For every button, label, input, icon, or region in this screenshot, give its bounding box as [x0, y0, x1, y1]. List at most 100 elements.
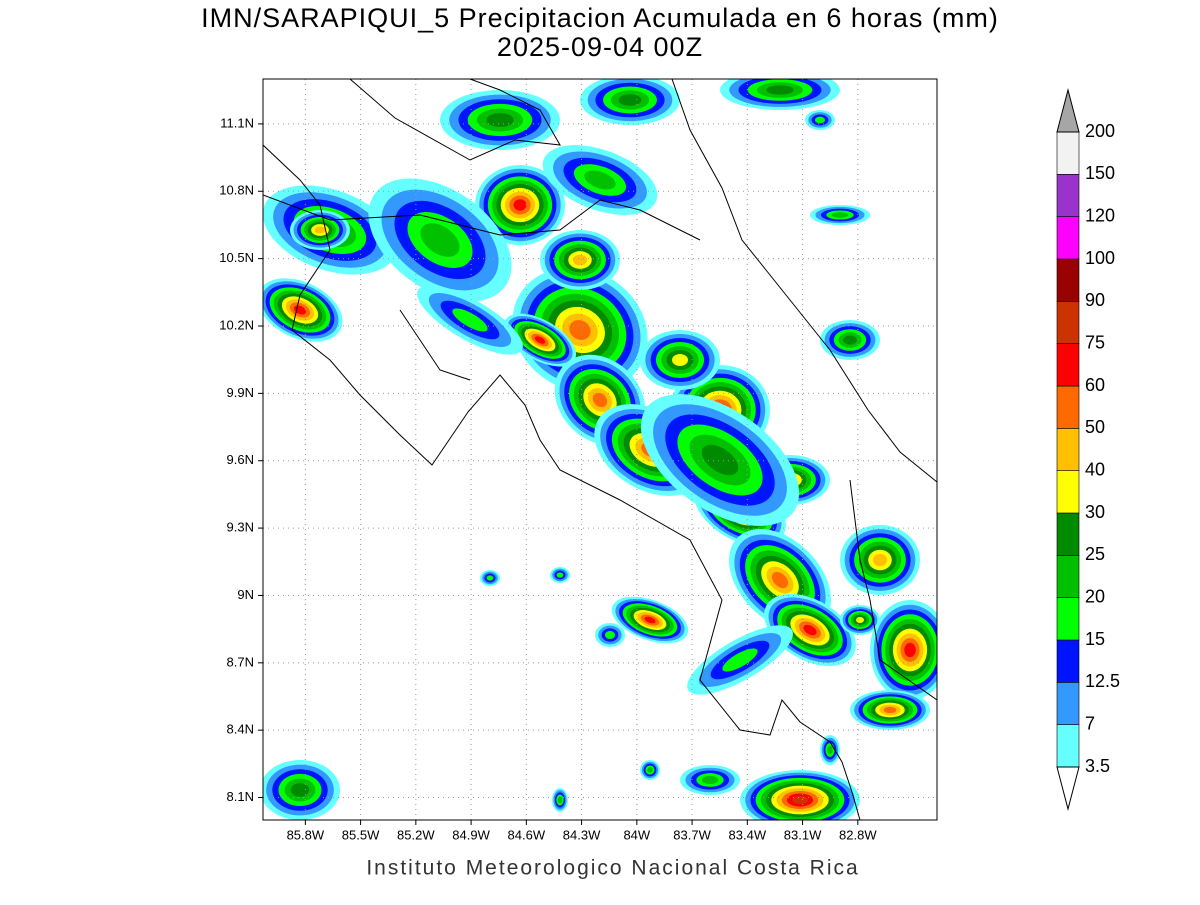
x-tick-label: 85.5W: [342, 827, 380, 842]
rain-cell: [672, 354, 688, 366]
rain-cell: [513, 199, 527, 211]
precip-field: [263, 79, 937, 820]
rain-cell: [314, 226, 326, 234]
colorbar-label: 40: [1085, 459, 1105, 479]
rain-cell: [722, 648, 758, 672]
colorbar-label: 20: [1085, 586, 1105, 606]
rain-cell: [701, 775, 719, 785]
colorbar-swatch: [1056, 258, 1080, 302]
rain-cell: [556, 572, 564, 578]
rain-cell: [584, 170, 616, 190]
colorbar-label: 12.5: [1085, 671, 1120, 691]
rain-cell: [766, 85, 794, 95]
colorbar-swatch: [1056, 131, 1080, 175]
colorbar-label: 90: [1085, 290, 1105, 310]
colorbar-swatch: [1056, 216, 1080, 260]
x-tick-label: 85.8W: [287, 827, 325, 842]
caribbean-coast: [671, 79, 937, 483]
colorbar-swatch: [1056, 512, 1080, 556]
x-tick-label: 83.7W: [673, 827, 711, 842]
rain-cell: [486, 113, 514, 127]
y-tick-label: 8.4N: [227, 722, 254, 737]
rain-cell: [843, 335, 857, 345]
colorbar: 3.5 7 12.5 15 20 25 30 40 50 60 75 90 100 120 150 200: [1056, 88, 1120, 811]
y-tick-label: 10.8N: [219, 183, 254, 198]
lake-nicaragua: [349, 79, 561, 161]
rain-cell: [647, 767, 653, 773]
x-tick-label: 82.8W: [839, 827, 877, 842]
colorbar-swatch: [1056, 724, 1080, 768]
nicoya: [399, 309, 471, 381]
colorbar-swatch: [1056, 174, 1080, 217]
rain-cell: [803, 624, 817, 636]
rain-cell: [827, 745, 833, 755]
colorbar-label: 100: [1085, 248, 1115, 268]
rain-cell: [486, 575, 494, 581]
rain-cell: [569, 320, 591, 340]
colorbar-label: 7: [1085, 713, 1095, 733]
colorbar-swatch: [1056, 470, 1080, 514]
colorbar-swatch: [1056, 639, 1080, 683]
x-tick-label: 84.3W: [563, 827, 601, 842]
border: [263, 194, 701, 241]
colorbar-swatch: [1056, 597, 1080, 641]
colorbar-label: 50: [1085, 417, 1105, 437]
rain-cell: [856, 617, 864, 623]
rain-cell: [771, 571, 789, 589]
border-panama: [849, 479, 937, 701]
colorbar-under: [1056, 766, 1080, 811]
rain-cell: [605, 631, 615, 639]
title: IMN/SARAPIQUI_5 Precipitacion Acumulada …: [201, 3, 999, 33]
colorbar-label: 200: [1085, 121, 1115, 141]
rain-cell: [872, 553, 888, 567]
y-tick-label: 8.1N: [227, 789, 254, 804]
colorbar-swatch: [1056, 343, 1080, 387]
colorbar-label: 3.5: [1085, 756, 1110, 776]
y-tick-label: 10.2N: [219, 317, 254, 332]
x-tick-label: 85.2W: [397, 827, 435, 842]
x-tick-label: 83.4W: [729, 827, 767, 842]
colorbar-over: [1056, 88, 1080, 133]
colorbar-label: 120: [1085, 205, 1115, 225]
rain-cell: [701, 444, 739, 476]
rain-cell: [534, 336, 546, 344]
subtitle: 2025-09-04 00Z: [497, 32, 703, 62]
rain-cell: [618, 94, 642, 106]
rain-cell: [420, 223, 460, 257]
y-tick-label: 9.6N: [227, 452, 254, 467]
colorbar-label: 75: [1085, 332, 1105, 352]
rain-cell: [904, 642, 916, 658]
colorbar-label: 30: [1085, 502, 1105, 522]
rain-cell: [815, 116, 825, 124]
colorbar-swatch: [1056, 385, 1080, 429]
y-tick-label: 10.5N: [219, 250, 254, 265]
rain-cell: [644, 616, 656, 624]
footer: Instituto Meteorologico Nacional Costa R…: [366, 857, 859, 880]
rain-cell: [572, 254, 588, 266]
colorbar-label: 15: [1085, 629, 1105, 649]
colorbar-swatch: [1056, 682, 1080, 725]
colorbar-swatch: [1056, 555, 1080, 598]
colorbar-swatch: [1056, 301, 1080, 344]
rain-cell: [831, 212, 849, 218]
colorbar-label: 60: [1085, 375, 1105, 395]
map-frame: [262, 78, 938, 821]
colorbar-swatch: [1056, 428, 1080, 471]
colorbar-label: 25: [1085, 544, 1105, 564]
y-tick-label: 9N: [237, 587, 254, 602]
rain-cell: [883, 706, 897, 714]
y-tick-label: 9.9N: [227, 385, 254, 400]
y-tick-label: 9.3N: [227, 520, 254, 535]
coastlines: [263, 79, 937, 820]
colorbar-label: 150: [1085, 163, 1115, 183]
x-tick-label: 84W: [623, 827, 650, 842]
rain-cell: [792, 796, 808, 804]
pacific-coast: [263, 144, 861, 820]
x-tick-label: 84.6W: [508, 827, 546, 842]
rain-cell: [290, 783, 310, 797]
y-tick-label: 8.7N: [227, 654, 254, 669]
rain-cell: [592, 392, 608, 408]
y-tick-label: 11.1N: [220, 115, 254, 130]
x-tick-label: 83.1W: [784, 827, 822, 842]
